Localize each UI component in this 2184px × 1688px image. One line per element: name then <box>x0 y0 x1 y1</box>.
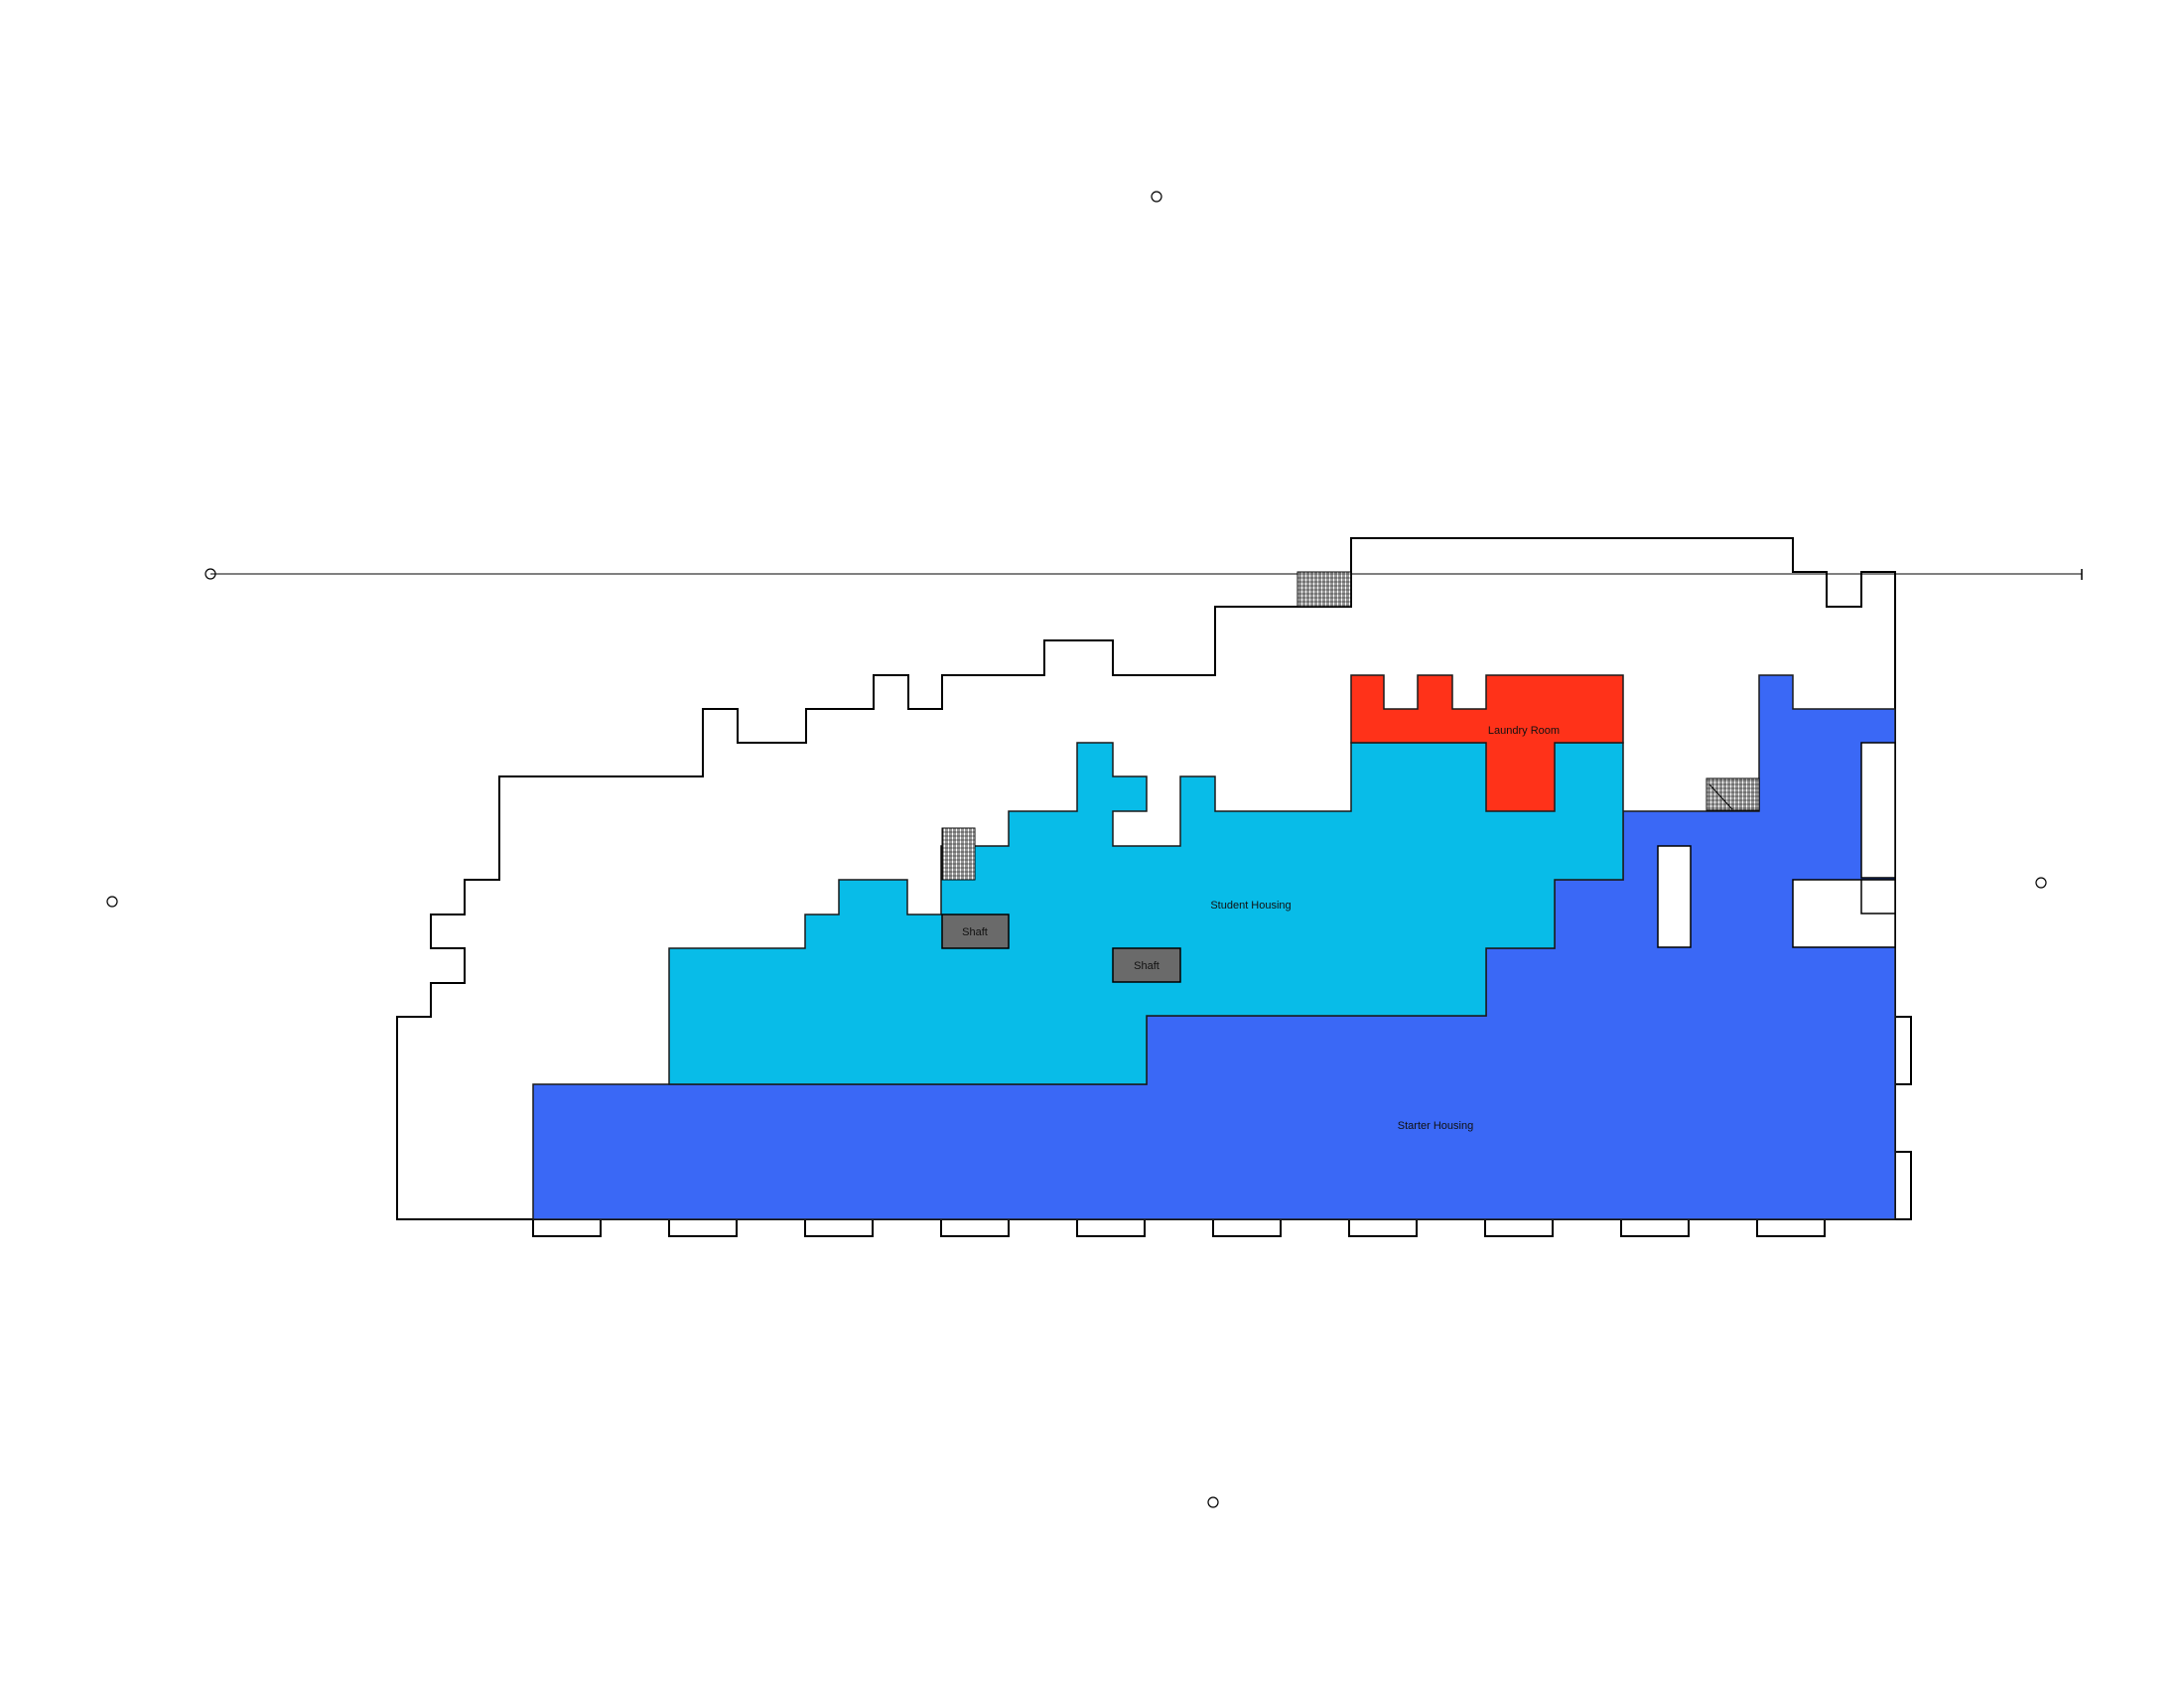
student-housing-label: Student Housing <box>1210 900 1291 912</box>
starter-housing-cutout <box>1860 742 1896 879</box>
starter-housing-cutout <box>1657 845 1692 948</box>
shaft-label: Shaft <box>962 926 988 938</box>
marker-top <box>1151 191 1162 203</box>
stair-hatch <box>941 827 976 881</box>
stair-arrow <box>1708 783 1733 810</box>
window-bays <box>532 1016 1912 1237</box>
shaft-box <box>941 914 1010 949</box>
shaft-1: Shaft <box>941 914 1010 949</box>
building-outline <box>396 537 1896 1220</box>
shaft-2: Shaft <box>1112 947 1181 983</box>
marker-left <box>106 896 118 908</box>
laundry-room-zone <box>1350 674 1624 812</box>
stair-hatch <box>1297 571 1352 608</box>
elevation-markers <box>106 191 2083 1508</box>
starter-housing-label: Starter Housing <box>1398 1120 1473 1132</box>
shaft-box <box>1112 947 1181 983</box>
laundry-room-label: Laundry Room <box>1488 725 1560 737</box>
marker-right <box>2035 877 2047 889</box>
starter-housing-cutout <box>1860 879 1896 914</box>
marker-bottom <box>1207 1496 1219 1508</box>
shaft-label: Shaft <box>1134 960 1160 972</box>
student-housing-zone <box>668 742 1624 1085</box>
stair-hatch <box>1706 777 1760 811</box>
